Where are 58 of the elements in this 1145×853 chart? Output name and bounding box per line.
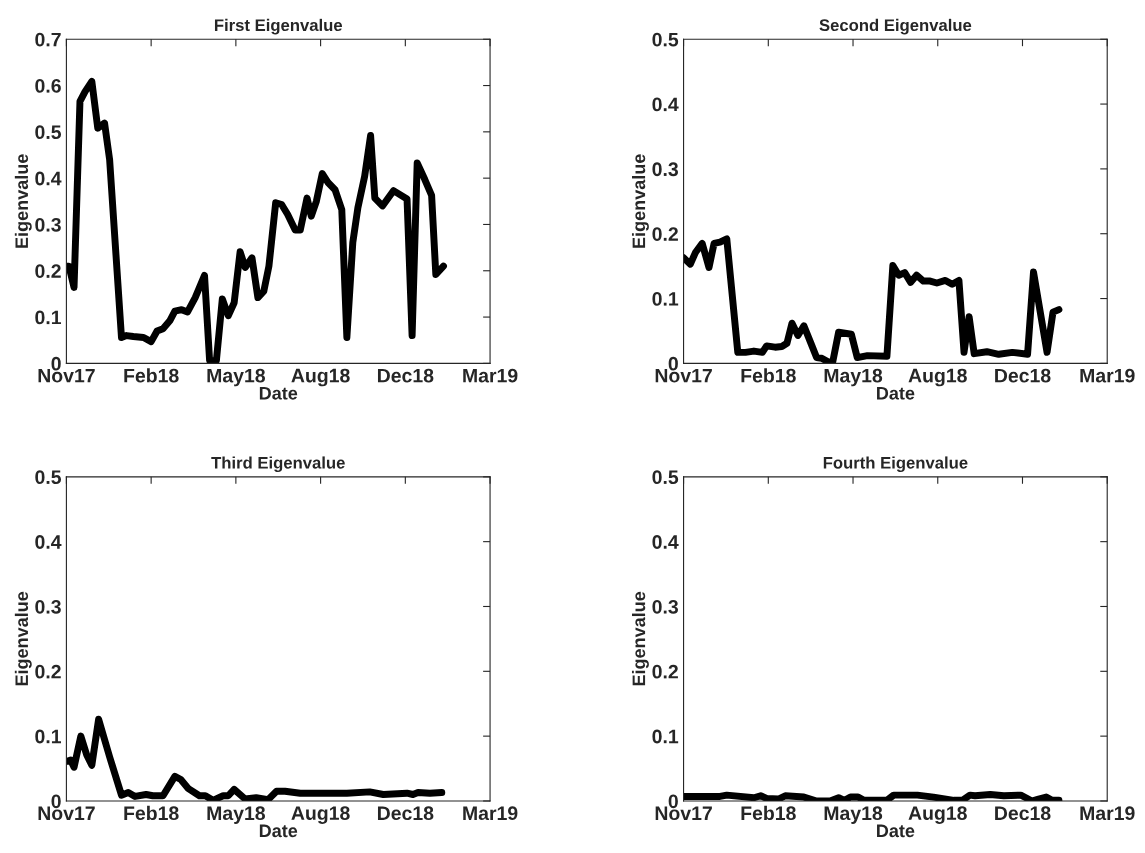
y-tick-label: 0.1 [35,310,62,325]
x-axis-title: Date [259,387,298,400]
x-tick-label: Dec18 [995,806,1051,821]
y-axis-title: Eigenvalue [14,591,32,686]
x-tick-label: Mar19 [463,368,518,383]
y-tick-label: 0 [668,356,678,371]
y-tick-label: 0.5 [35,470,62,485]
x-tick-label: Feb18 [124,805,179,821]
x-axis-title: Date [877,387,915,400]
y-tick-label: 0.6 [35,79,61,93]
y-tick-label: 0.7 [35,32,61,47]
x-tick-label: Aug18 [291,368,350,387]
x-tick-label: Mar19 [1080,806,1135,821]
chart-title: Second Eigenvalue [819,18,972,35]
x-tick-label: Mar19 [463,806,518,821]
x-tick-label: May18 [824,806,883,824]
y-tick-label: 0.2 [35,264,61,278]
y-tick-label: 0.3 [652,599,678,614]
x-tick-label: Dec18 [377,806,434,821]
y-tick-label: 0.5 [35,125,62,140]
x-tick-label: Nov17 [38,368,95,383]
y-axis-title: Eigenvalue [631,591,649,686]
y-axis-title: Eigenvalue [631,154,649,248]
y-tick-label: 0.1 [652,292,679,306]
x-tick-label: May18 [824,368,883,387]
x-tick-label: Nov17 [655,368,712,383]
y-tick-label: 0.4 [652,535,679,549]
chart-title: Fourth Eigenvalue [823,456,968,473]
chart-title: First Eigenvalue [214,18,343,35]
y-tick-label: 0.3 [35,599,61,614]
y-tick-label: 0 [51,356,61,371]
x-tick-label: Mar19 [1080,368,1135,383]
y-tick-label: 0.4 [35,171,62,186]
x-tick-label: May18 [207,368,265,387]
y-tick-label: 0.2 [652,664,678,679]
x-axis-title: Date [259,824,298,838]
y-tick-label: 0.4 [652,97,679,112]
x-tick-label: Aug18 [908,806,967,824]
chart-title: Third Eigenvalue [211,456,345,473]
x-tick-label: Dec18 [377,368,434,383]
x-axis-title: Date [877,824,915,838]
x-tick-label: Feb18 [741,368,796,383]
x-tick-label: Dec18 [995,368,1051,383]
x-tick-label: Feb18 [741,805,796,821]
y-tick-label: 0.5 [652,32,679,47]
y-tick-label: 0.2 [652,227,678,241]
x-tick-label: Aug18 [908,368,967,387]
x-tick-label: Feb18 [124,368,179,383]
y-tick-label: 0.3 [35,217,61,232]
x-tick-label: Aug18 [291,806,350,824]
y-tick-label: 0.2 [35,664,61,679]
y-tick-label: 0.1 [652,729,679,744]
y-tick-label: 0.4 [35,535,62,549]
y-axis-title: Eigenvalue [14,154,32,248]
y-tick-label: 0.1 [35,729,62,744]
y-tick-label: 0.5 [652,470,679,485]
x-tick-label: May18 [207,806,265,824]
y-tick-label: 0.3 [652,162,678,177]
